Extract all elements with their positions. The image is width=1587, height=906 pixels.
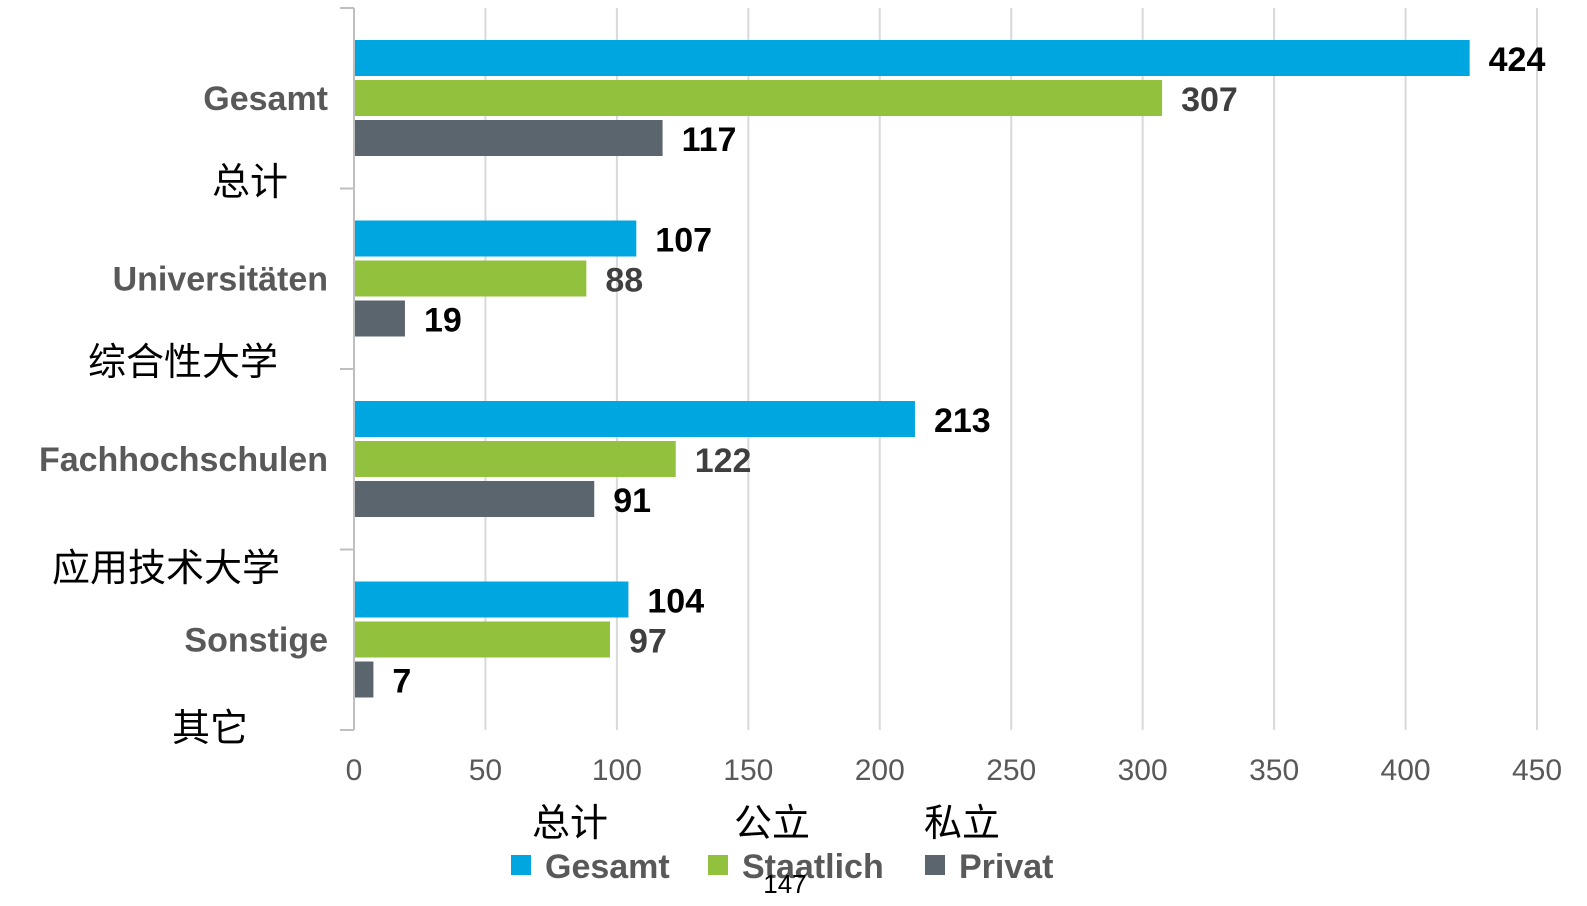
- data-label: 7: [392, 663, 411, 701]
- x-tick-label: 0: [346, 754, 363, 787]
- bar-gesamt-4: [355, 581, 629, 618]
- legend-swatch: [925, 855, 945, 875]
- page-number: 147: [763, 869, 806, 899]
- x-tick-label: 300: [1118, 754, 1168, 787]
- category-axis: [340, 7, 355, 731]
- bar-staatlich-3: [355, 441, 676, 477]
- data-label: 91: [613, 482, 651, 520]
- bar-gesamt-2: [355, 220, 637, 257]
- category-label-zh: 其它: [172, 706, 248, 750]
- x-tick-label: 50: [469, 754, 502, 787]
- category-label-zh: 综合性大学: [88, 340, 278, 384]
- category-label-zh: 应用技术大学: [52, 546, 280, 590]
- legend-label: Gesamt: [545, 848, 670, 886]
- x-tick-labels: 0 50 100 150 200 250 300 350 400 450: [346, 754, 1562, 787]
- bar-privat-2: [355, 300, 405, 337]
- legend-label-zh: 私立: [924, 801, 1000, 845]
- data-label: 88: [605, 262, 643, 300]
- x-tick-label: 250: [986, 754, 1036, 787]
- category-label-zh: 总计: [212, 160, 288, 204]
- category-label: Sonstige: [184, 622, 328, 660]
- data-label: 107: [655, 222, 712, 260]
- legend-swatch: [708, 855, 728, 875]
- data-label: 307: [1181, 81, 1238, 119]
- data-label: 104: [647, 583, 704, 621]
- bar-staatlich-2: [355, 260, 587, 297]
- category-labels: Gesamt 总计 Universitäten 综合性大学 Fachhochschule…: [39, 80, 328, 750]
- bar-staatlich-4: [355, 621, 611, 658]
- legend-label: Privat: [959, 848, 1054, 886]
- bar-gesamt-1: [355, 40, 1470, 76]
- legend-swatch: [511, 855, 531, 875]
- data-label: 424: [1489, 41, 1546, 79]
- x-tick-label: 100: [592, 754, 642, 787]
- bar-privat-4: [355, 661, 374, 698]
- category-label: Gesamt: [203, 80, 328, 118]
- category-label: Fachhochschulen: [39, 441, 328, 479]
- data-label: 213: [934, 402, 991, 440]
- bar-gesamt-3: [355, 401, 915, 437]
- category-label: Universitäten: [113, 261, 328, 299]
- bar-staatlich-1: [355, 80, 1163, 116]
- bar-privat-3: [355, 481, 595, 517]
- legend-label-zh: 总计: [532, 801, 608, 845]
- x-tick-label: 350: [1249, 754, 1299, 787]
- legend-label: Staatlich: [742, 848, 884, 886]
- data-label: 19: [424, 302, 462, 340]
- x-tick-label: 200: [855, 754, 905, 787]
- x-tick-label: 150: [723, 754, 773, 787]
- data-label: 97: [629, 623, 667, 661]
- bar-privat-1: [355, 120, 663, 156]
- data-label: 122: [695, 442, 752, 480]
- data-label: 117: [682, 121, 737, 159]
- legend-label-zh: 公立: [734, 801, 810, 845]
- x-tick-label: 400: [1381, 754, 1431, 787]
- x-tick-label: 450: [1512, 754, 1562, 787]
- bars: [355, 40, 1470, 698]
